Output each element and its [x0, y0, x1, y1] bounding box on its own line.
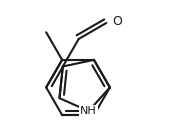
Text: NH: NH	[80, 106, 97, 116]
Text: O: O	[112, 15, 122, 28]
